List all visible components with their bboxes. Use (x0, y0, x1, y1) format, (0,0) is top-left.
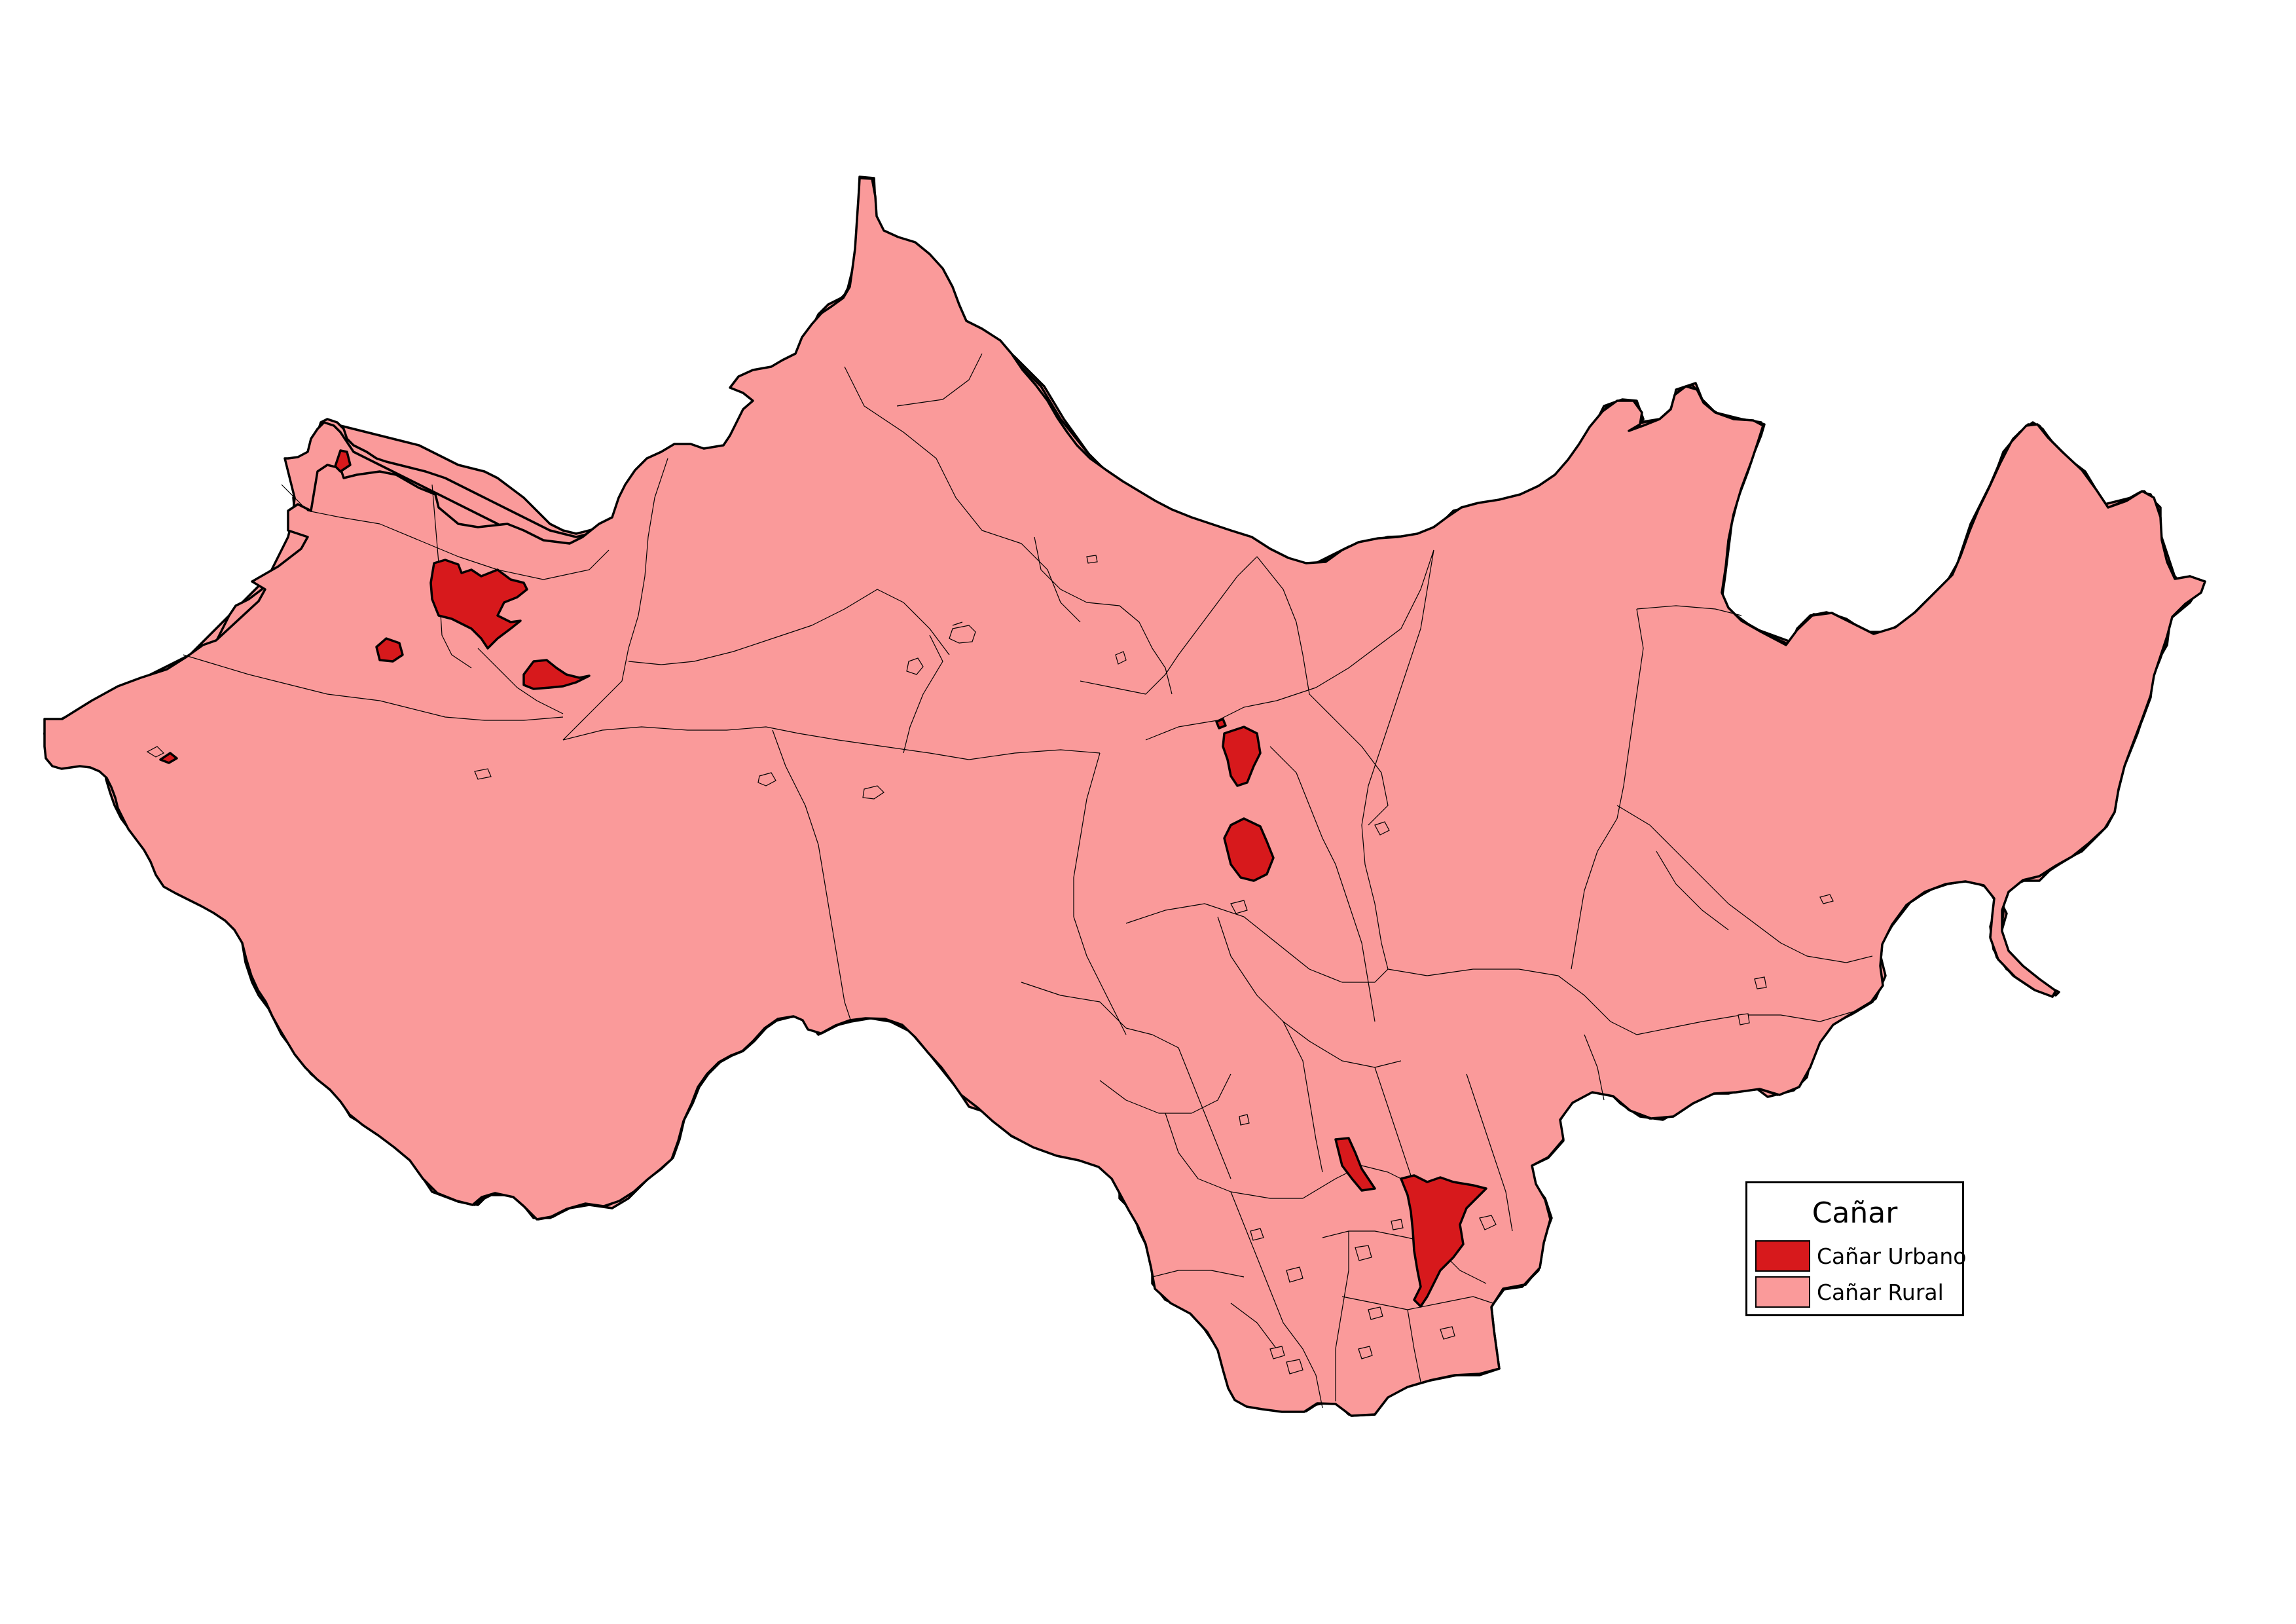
urban-area (1400, 1174, 1487, 1308)
legend-title: Cañar (1812, 1196, 1898, 1230)
urban-area (522, 659, 591, 690)
urban-areas (159, 449, 1487, 1308)
urban-area (1334, 1137, 1376, 1192)
legend-swatch-rural (1755, 1276, 1810, 1308)
urban-area (1222, 726, 1262, 787)
legend-item-rural: Cañar Rural (1755, 1275, 1944, 1309)
urban-area (1215, 718, 1227, 729)
legend-swatch-urban (1755, 1240, 1810, 1272)
urban-area (334, 449, 352, 473)
legend-label-rural: Cañar Rural (1817, 1279, 1944, 1305)
legend-item-urban: Cañar Urbano (1755, 1239, 1966, 1273)
legend-label-urban: Cañar Urbano (1817, 1243, 1967, 1269)
urban-area (1223, 817, 1275, 882)
parish-enclaves (474, 555, 1834, 1375)
urban-area (159, 752, 178, 764)
province-outline (43, 177, 2206, 1417)
western-gap (146, 746, 165, 758)
urban-area (375, 637, 404, 663)
urban-area (429, 559, 528, 650)
legend: Cañar Cañar Urbano Cañar Rural (1745, 1181, 1966, 1316)
